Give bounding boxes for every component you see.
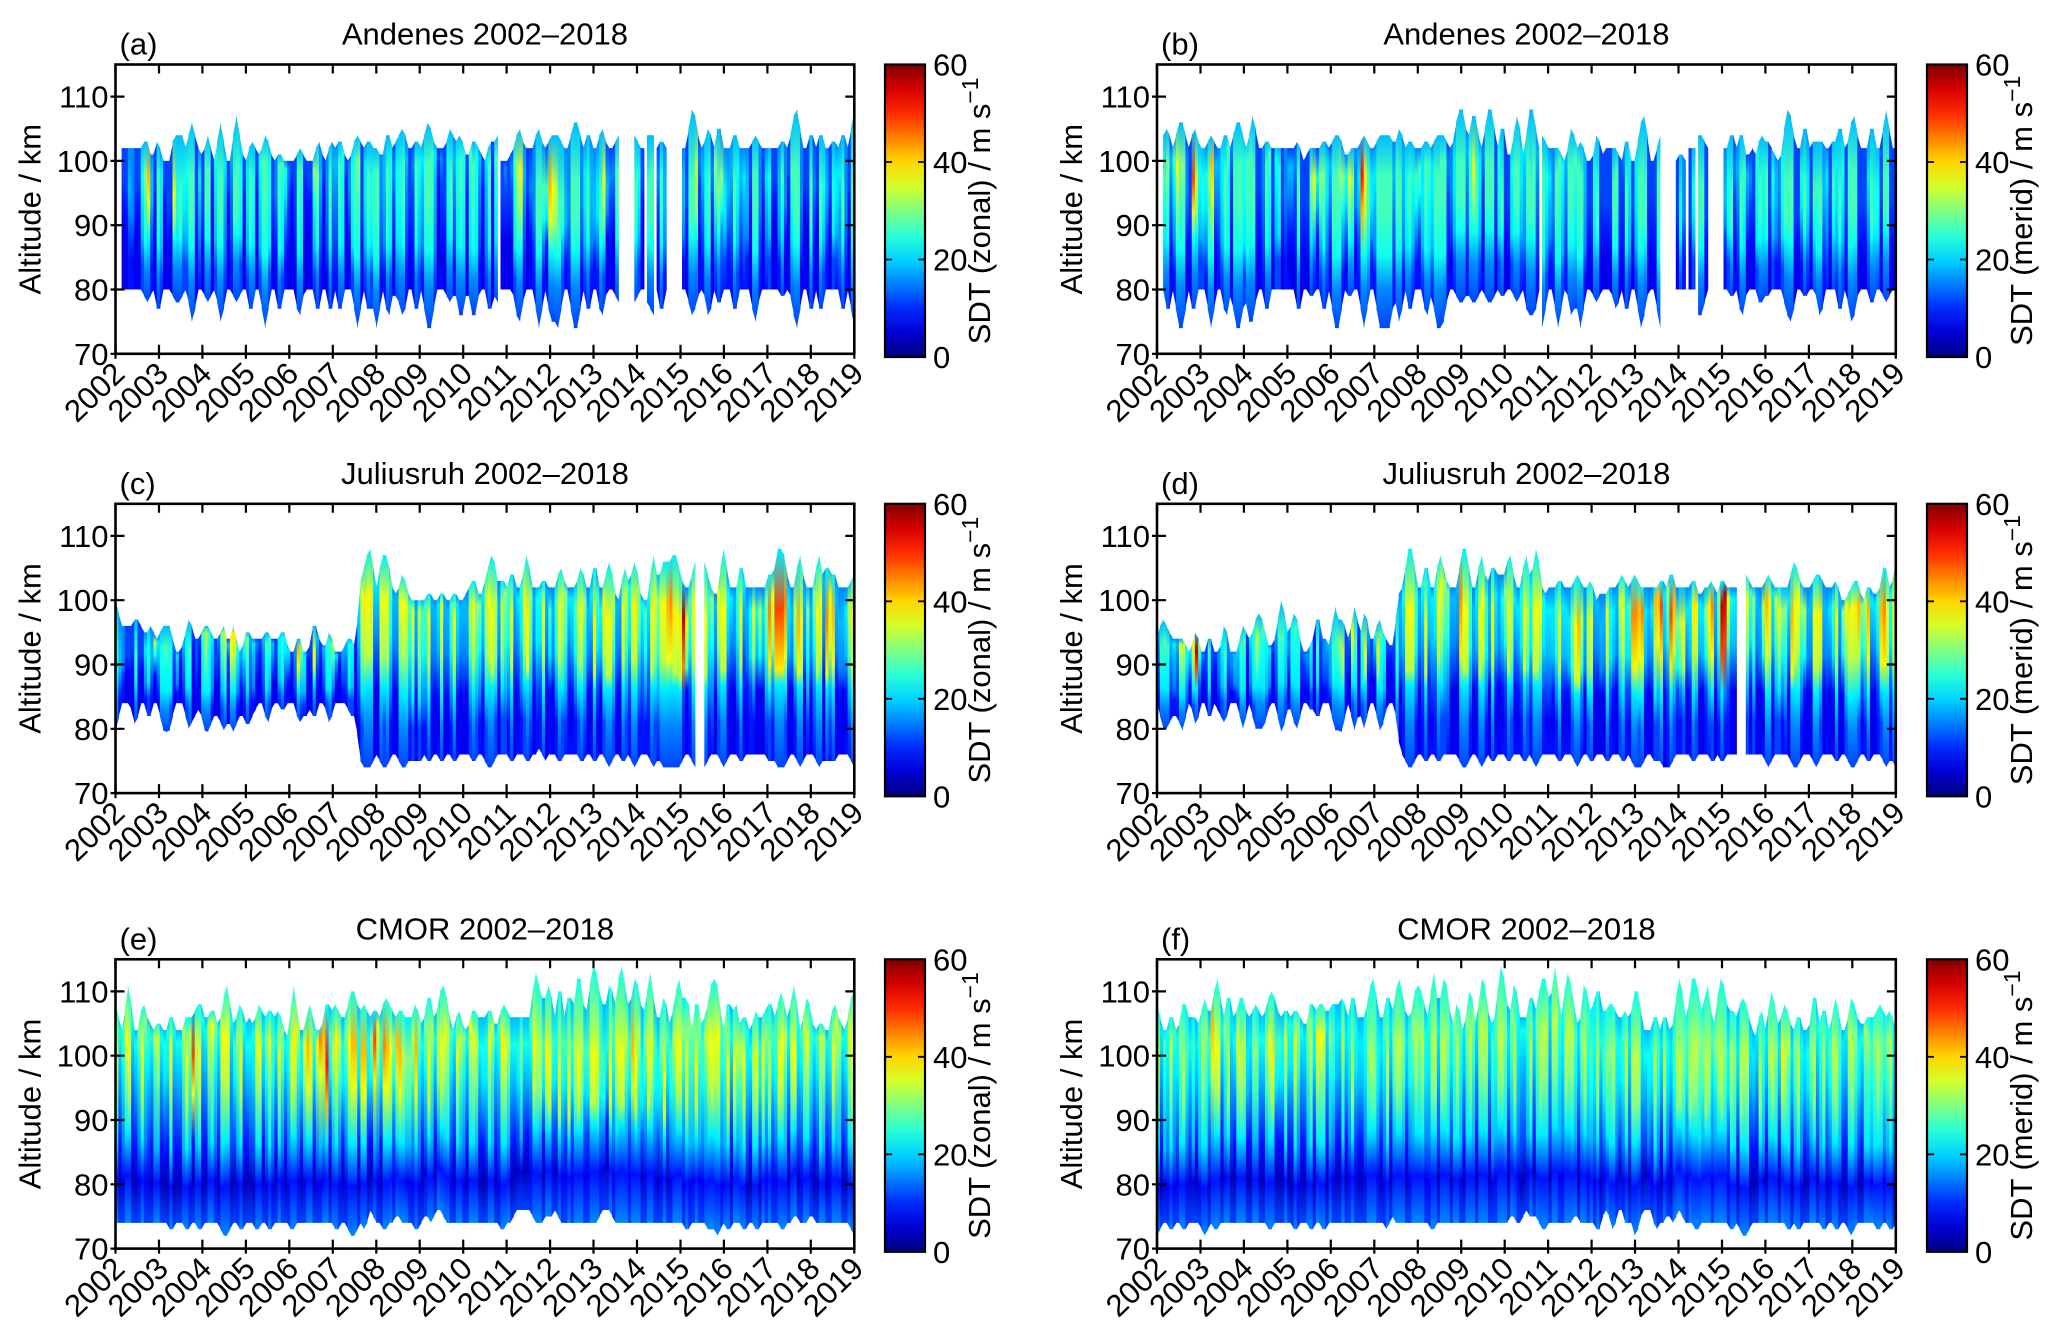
svg-text:0: 0 xyxy=(933,779,950,814)
svg-text:Altitude / km: Altitude / km xyxy=(1054,124,1089,295)
svg-text:80: 80 xyxy=(1116,1167,1150,1202)
svg-text:80: 80 xyxy=(74,712,108,747)
svg-text:40: 40 xyxy=(933,145,967,180)
svg-text:110: 110 xyxy=(1101,519,1150,554)
svg-text:70: 70 xyxy=(74,337,108,372)
svg-text:110: 110 xyxy=(59,80,108,115)
svg-text:40: 40 xyxy=(1975,584,2009,619)
svg-text:80: 80 xyxy=(74,1167,108,1202)
svg-text:90: 90 xyxy=(74,1103,108,1138)
svg-text:0: 0 xyxy=(1975,1235,1992,1270)
svg-text:SDT (merid) / m s−1: SDT (merid) / m s−1 xyxy=(1999,515,2039,785)
svg-text:80: 80 xyxy=(1116,273,1150,308)
svg-text:Andenes 2002–2018: Andenes 2002–2018 xyxy=(342,17,628,52)
svg-text:70: 70 xyxy=(74,776,108,811)
svg-text:80: 80 xyxy=(74,273,108,308)
svg-text:60: 60 xyxy=(1975,942,2009,977)
svg-text:CMOR 2002–2018: CMOR 2002–2018 xyxy=(356,911,615,946)
svg-text:60: 60 xyxy=(1975,48,2009,83)
svg-text:60: 60 xyxy=(1975,487,2009,522)
svg-text:20: 20 xyxy=(1975,243,2009,278)
svg-text:40: 40 xyxy=(1975,1040,2009,1075)
svg-text:SDT (zonal) / m s−1: SDT (zonal) / m s−1 xyxy=(957,77,997,344)
svg-text:0: 0 xyxy=(933,340,950,375)
svg-text:SDT (zonal) / m s−1: SDT (zonal) / m s−1 xyxy=(957,972,997,1239)
svg-text:60: 60 xyxy=(933,48,967,83)
svg-text:(e): (e) xyxy=(120,921,158,956)
svg-text:110: 110 xyxy=(1101,974,1150,1009)
svg-text:0: 0 xyxy=(1975,779,1992,814)
svg-text:(a): (a) xyxy=(120,27,158,62)
svg-text:80: 80 xyxy=(1116,712,1150,747)
svg-text:40: 40 xyxy=(933,584,967,619)
svg-text:SDT (zonal) / m s−1: SDT (zonal) / m s−1 xyxy=(957,517,997,784)
svg-text:(d): (d) xyxy=(1161,466,1199,501)
svg-text:Altitude / km: Altitude / km xyxy=(13,1019,48,1190)
svg-text:100: 100 xyxy=(57,1039,109,1074)
svg-text:40: 40 xyxy=(1975,145,2009,180)
svg-text:SDT (merid) / m s−1: SDT (merid) / m s−1 xyxy=(1999,970,2039,1240)
svg-text:90: 90 xyxy=(74,648,108,683)
svg-text:Altitude / km: Altitude / km xyxy=(1054,1019,1089,1190)
svg-text:20: 20 xyxy=(933,682,967,717)
svg-text:70: 70 xyxy=(1116,776,1150,811)
svg-text:(b): (b) xyxy=(1161,27,1199,62)
svg-text:20: 20 xyxy=(1975,1137,2009,1172)
svg-text:90: 90 xyxy=(1116,1103,1150,1138)
svg-text:100: 100 xyxy=(1098,583,1150,618)
svg-text:0: 0 xyxy=(1975,340,1992,375)
svg-text:100: 100 xyxy=(1098,144,1150,179)
svg-text:20: 20 xyxy=(933,1137,967,1172)
svg-text:20: 20 xyxy=(1975,682,2009,717)
svg-text:Altitude / km: Altitude / km xyxy=(1054,563,1089,734)
svg-text:70: 70 xyxy=(1116,1232,1150,1267)
svg-text:60: 60 xyxy=(933,487,967,522)
svg-text:90: 90 xyxy=(1116,648,1150,683)
svg-text:Altitude / km: Altitude / km xyxy=(13,563,48,734)
svg-text:90: 90 xyxy=(74,208,108,243)
svg-text:60: 60 xyxy=(933,942,967,977)
svg-text:40: 40 xyxy=(933,1040,967,1075)
svg-text:Altitude / km: Altitude / km xyxy=(13,124,48,295)
svg-text:(c): (c) xyxy=(120,466,156,501)
svg-text:100: 100 xyxy=(57,583,109,618)
svg-text:70: 70 xyxy=(1116,337,1150,372)
svg-text:20: 20 xyxy=(933,243,967,278)
svg-text:SDT (merid) / m s−1: SDT (merid) / m s−1 xyxy=(1999,76,2039,346)
svg-text:(f): (f) xyxy=(1161,921,1190,956)
svg-text:Juliusruh 2002–2018: Juliusruh 2002–2018 xyxy=(1382,456,1670,491)
svg-text:CMOR 2002–2018: CMOR 2002–2018 xyxy=(1397,911,1656,946)
svg-text:Andenes 2002–2018: Andenes 2002–2018 xyxy=(1383,17,1669,52)
svg-text:110: 110 xyxy=(59,519,108,554)
svg-text:70: 70 xyxy=(74,1232,108,1267)
svg-text:110: 110 xyxy=(59,974,108,1009)
svg-text:100: 100 xyxy=(57,144,109,179)
svg-text:100: 100 xyxy=(1098,1039,1150,1074)
svg-text:110: 110 xyxy=(1101,80,1150,115)
svg-text:0: 0 xyxy=(933,1235,950,1270)
svg-text:Juliusruh 2002–2018: Juliusruh 2002–2018 xyxy=(341,456,629,491)
svg-text:90: 90 xyxy=(1116,208,1150,243)
